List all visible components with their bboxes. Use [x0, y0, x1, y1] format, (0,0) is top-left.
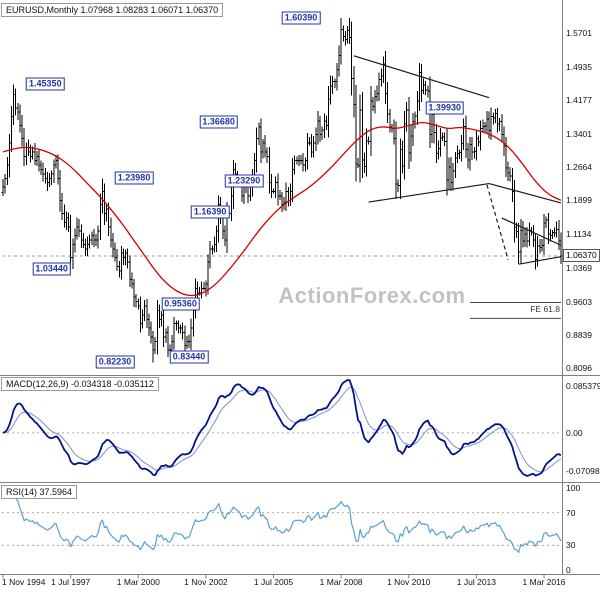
- macd-axis-label-min: -0.070985: [566, 466, 600, 476]
- date-axis-label: 1 Nov 2002: [184, 577, 228, 587]
- date-axis-label: 1 Jul 2013: [456, 577, 497, 587]
- chart-title: EURUSD,Monthly 1.07968 1.08283 1.06071 1…: [1, 3, 224, 17]
- price-axis-label: 1.0369: [566, 262, 592, 273]
- price-axis-label: 1.4935: [566, 61, 592, 72]
- trendline-1: [368, 182, 490, 203]
- date-axis-label: 1 Mar 2000: [116, 577, 160, 587]
- macd-axis-label-zero: 0.00: [566, 427, 583, 438]
- rsi-axis-label-70: 70: [566, 507, 576, 518]
- price-axis-label: 0.8839: [566, 330, 592, 341]
- price-axis-label: 1.5701: [566, 27, 592, 38]
- price-axis-label: 0.9603: [566, 296, 592, 307]
- price-axis-label: 1.1134: [566, 229, 592, 240]
- trendline-3: [501, 217, 562, 246]
- watermark: ActionForex.com: [278, 283, 466, 308]
- trendline-4: [518, 256, 562, 265]
- date-axis-label: 1 Mar 2008: [319, 577, 363, 587]
- rsi-line: [3, 487, 562, 553]
- price-axis-label: 1.3401: [566, 129, 592, 140]
- rsi-axis-label-30: 30: [566, 540, 576, 551]
- price-axis-label: 1.4177: [566, 95, 592, 106]
- current-price-tag: 1.06370: [563, 249, 600, 262]
- date-axis-label: 1 Nov 2010: [387, 577, 431, 587]
- ma-line: [2, 122, 562, 297]
- swing-annotation: 1.03440: [32, 262, 71, 276]
- price-axis-label: 1.1899: [566, 195, 592, 206]
- trendline-5: [486, 184, 509, 260]
- swing-annotation: 0.95360: [161, 297, 200, 311]
- price-axis-label: 1.2664: [566, 161, 592, 172]
- swing-annotation: 1.60390: [281, 11, 321, 25]
- price-bars: [2, 18, 562, 363]
- date-axis-label: 1 Jul 1997: [51, 577, 91, 587]
- swing-annotation: 1.23980: [114, 171, 154, 185]
- swing-annotation: 1.39930: [425, 101, 464, 115]
- rsi-axis-label-0: 0: [566, 565, 571, 575]
- swing-annotation: 0.83440: [169, 350, 209, 364]
- macd-axis-label-max: 0.085379: [566, 381, 600, 391]
- fib-extension-label: FE 61.8: [530, 304, 560, 314]
- rsi-axis-label-100: 100: [566, 483, 581, 493]
- swing-annotation: 1.36680: [199, 115, 238, 129]
- trendline-2: [488, 183, 562, 204]
- date-axis-label: 1 Mar 2016: [522, 577, 566, 587]
- swing-annotation: 0.82230: [95, 355, 135, 369]
- swing-annotation: 1.23290: [224, 174, 264, 188]
- date-axis-label: 1 Jul 2005: [253, 577, 294, 587]
- trendline-0: [353, 55, 490, 99]
- macd-line: [2, 379, 562, 477]
- date-axis-label: 1 Nov 1994: [2, 577, 46, 587]
- swing-annotation: 1.16390: [190, 205, 230, 219]
- swing-annotation: 1.45350: [26, 77, 65, 91]
- macd-indicator-title: MACD(12,26,9) -0.034318 -0.035112: [1, 377, 159, 391]
- price-axis-label: 0.8096: [566, 362, 592, 373]
- macd-signal-line: [3, 386, 562, 473]
- rsi-indicator-title: RSI(14) 37.5964: [1, 485, 78, 499]
